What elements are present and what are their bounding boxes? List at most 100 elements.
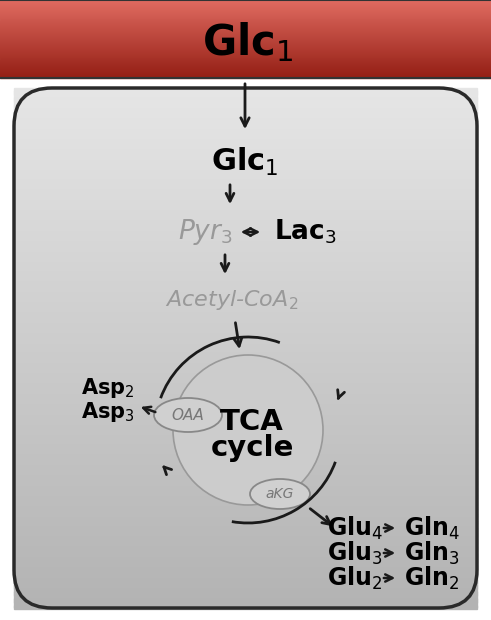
Bar [14, 352, 477, 353]
Bar [14, 110, 477, 113]
Bar [14, 433, 477, 435]
Bar [0, 74, 491, 75]
Bar [14, 178, 477, 180]
Bar [14, 247, 477, 250]
Bar [0, 70, 491, 71]
Bar [14, 489, 477, 490]
Bar [14, 169, 477, 172]
Circle shape [173, 355, 323, 505]
Text: Glu$_{4}$: Glu$_{4}$ [327, 515, 383, 542]
Bar [14, 280, 477, 283]
Bar [14, 123, 477, 125]
Bar [14, 567, 477, 569]
Bar [14, 348, 477, 350]
Bar [0, 1, 491, 2]
Bar [14, 130, 477, 132]
Bar [14, 289, 477, 291]
Bar [14, 121, 477, 123]
Bar [14, 223, 477, 226]
Bar [0, 48, 491, 49]
Bar [14, 464, 477, 466]
Bar [14, 509, 477, 512]
Bar [14, 168, 477, 170]
Bar [0, 45, 491, 46]
Bar [14, 457, 477, 459]
Bar [14, 312, 477, 314]
Bar [14, 473, 477, 475]
Bar [0, 22, 491, 24]
Bar [14, 225, 477, 227]
Bar [14, 445, 477, 447]
Bar [14, 371, 477, 373]
Bar [14, 254, 477, 257]
Bar [0, 29, 491, 30]
Bar [14, 182, 477, 184]
Bar [14, 570, 477, 572]
Bar [0, 27, 491, 29]
Bar [14, 428, 477, 430]
Bar [14, 578, 477, 581]
Text: OAA: OAA [172, 407, 204, 422]
Bar [14, 140, 477, 142]
Bar [14, 88, 477, 91]
Bar [14, 587, 477, 590]
Bar [14, 596, 477, 598]
Bar [14, 321, 477, 322]
Bar [14, 319, 477, 321]
Bar [14, 530, 477, 532]
Bar [14, 546, 477, 548]
Bar [0, 44, 491, 45]
Bar [14, 213, 477, 215]
Bar [14, 275, 477, 277]
Bar [14, 310, 477, 312]
Bar [0, 38, 491, 39]
Text: Glu$_{3}$: Glu$_{3}$ [327, 539, 383, 567]
Bar [14, 525, 477, 527]
Bar [0, 63, 491, 64]
Bar [0, 61, 491, 63]
Bar [14, 104, 477, 106]
Bar [14, 156, 477, 158]
Bar [14, 105, 477, 107]
Ellipse shape [250, 479, 310, 509]
Bar [14, 334, 477, 337]
Bar [14, 350, 477, 352]
Bar [0, 20, 491, 22]
Bar [14, 262, 477, 264]
Bar [14, 591, 477, 593]
Bar [14, 495, 477, 498]
Bar [14, 606, 477, 608]
Bar [0, 58, 491, 60]
Bar [14, 552, 477, 555]
Bar [14, 393, 477, 396]
Bar [14, 388, 477, 390]
Text: Lac$_3$: Lac$_3$ [273, 218, 336, 246]
Bar [14, 577, 477, 579]
Bar [14, 303, 477, 305]
Bar [14, 511, 477, 513]
Bar [14, 154, 477, 156]
Bar [14, 343, 477, 345]
Bar [14, 356, 477, 359]
Bar [14, 218, 477, 220]
Bar [14, 95, 477, 97]
Bar [14, 206, 477, 208]
Bar [14, 485, 477, 487]
Bar [14, 227, 477, 229]
Bar [14, 443, 477, 446]
Text: Glu$_{2}$: Glu$_{2}$ [327, 564, 382, 591]
Bar [14, 270, 477, 272]
Bar [14, 528, 477, 531]
Bar [14, 378, 477, 379]
Bar [0, 66, 491, 68]
Bar [14, 282, 477, 285]
Bar [0, 3, 491, 4]
Bar [14, 133, 477, 135]
Bar [0, 75, 491, 76]
Bar [14, 391, 477, 394]
Bar [14, 293, 477, 294]
Text: Asp$_3$: Asp$_3$ [81, 400, 135, 424]
Bar [14, 251, 477, 253]
Bar [14, 284, 477, 286]
Bar [14, 585, 477, 588]
